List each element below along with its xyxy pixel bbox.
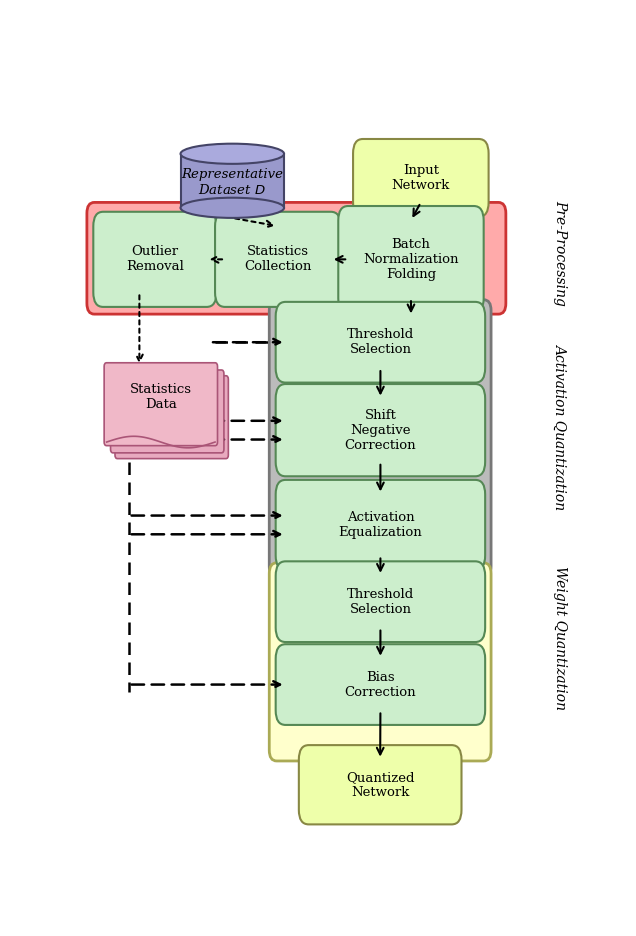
FancyBboxPatch shape bbox=[275, 644, 485, 724]
FancyBboxPatch shape bbox=[269, 563, 491, 761]
FancyBboxPatch shape bbox=[299, 745, 462, 825]
Text: Outlier
Removal: Outlier Removal bbox=[126, 245, 184, 273]
FancyBboxPatch shape bbox=[275, 384, 485, 476]
FancyBboxPatch shape bbox=[115, 375, 228, 459]
FancyBboxPatch shape bbox=[87, 202, 506, 314]
FancyBboxPatch shape bbox=[275, 562, 485, 642]
Text: Statistics
Data: Statistics Data bbox=[130, 383, 192, 411]
Text: Quantized
Network: Quantized Network bbox=[346, 770, 415, 798]
FancyBboxPatch shape bbox=[104, 363, 218, 446]
Text: Threshold
Selection: Threshold Selection bbox=[347, 588, 414, 616]
Text: Threshold
Selection: Threshold Selection bbox=[347, 329, 414, 357]
Text: Shift
Negative
Correction: Shift Negative Correction bbox=[345, 409, 416, 452]
Ellipse shape bbox=[181, 143, 284, 164]
Text: Activation Quantization: Activation Quantization bbox=[553, 343, 567, 509]
Text: Activation
Equalization: Activation Equalization bbox=[338, 511, 422, 539]
Text: Representative
Dataset $D$: Representative Dataset $D$ bbox=[181, 168, 283, 197]
Text: Pre-Processing: Pre-Processing bbox=[553, 200, 567, 306]
Polygon shape bbox=[181, 154, 284, 208]
Ellipse shape bbox=[181, 197, 284, 218]
FancyBboxPatch shape bbox=[111, 370, 224, 453]
FancyBboxPatch shape bbox=[93, 212, 216, 307]
Text: Bias
Correction: Bias Correction bbox=[345, 670, 416, 698]
FancyBboxPatch shape bbox=[275, 302, 485, 383]
FancyBboxPatch shape bbox=[269, 300, 491, 578]
Text: Batch
Normalization
Folding: Batch Normalization Folding bbox=[363, 238, 459, 281]
FancyBboxPatch shape bbox=[338, 206, 484, 313]
Text: Statistics
Collection: Statistics Collection bbox=[244, 245, 312, 273]
Text: Input
Network: Input Network bbox=[392, 164, 450, 192]
FancyBboxPatch shape bbox=[215, 212, 341, 307]
Text: Weight Quantization: Weight Quantization bbox=[553, 566, 567, 710]
FancyBboxPatch shape bbox=[353, 139, 488, 217]
FancyBboxPatch shape bbox=[275, 480, 485, 570]
